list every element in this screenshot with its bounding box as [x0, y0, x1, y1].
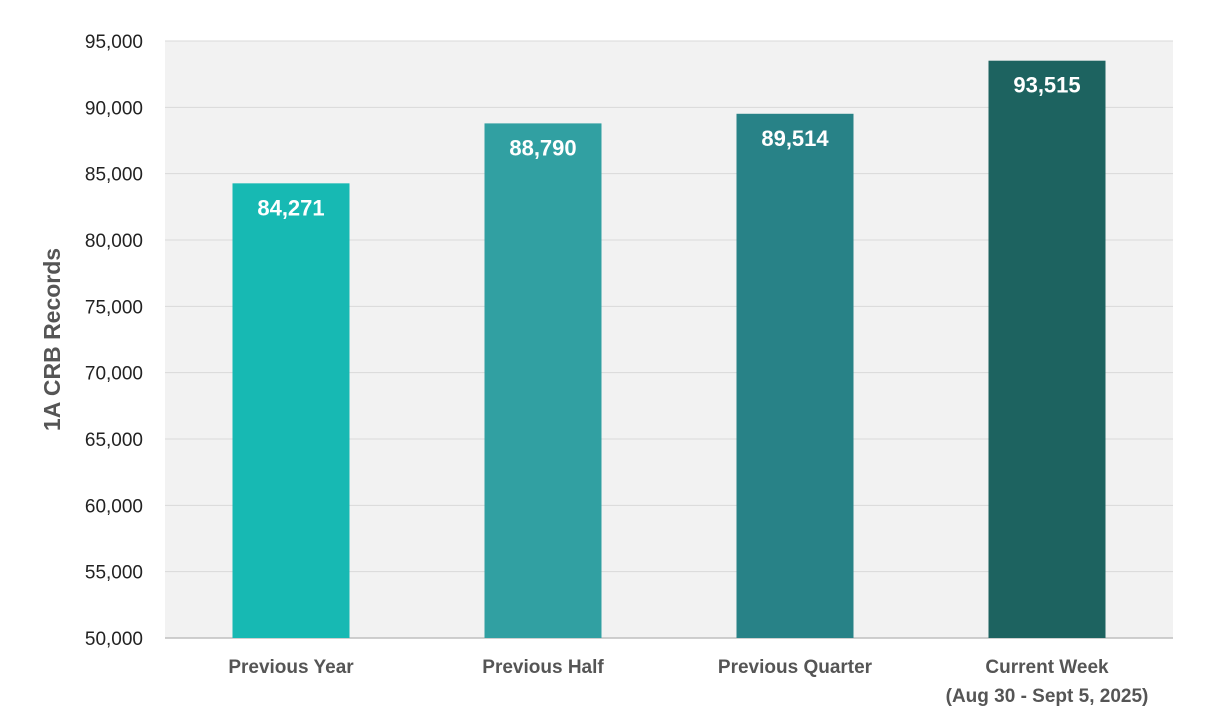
x-category-label: Previous Year — [228, 657, 354, 678]
y-tick-label: 90,000 — [85, 98, 143, 119]
bar — [232, 183, 350, 638]
bars — [232, 60, 1106, 639]
bar — [988, 60, 1106, 639]
bar-value-label: 84,271 — [257, 195, 324, 220]
bar — [484, 123, 602, 639]
x-category-label: Previous Half — [482, 657, 604, 678]
y-tick-label: 60,000 — [85, 496, 143, 517]
x-axis-categories: Previous Year Previous Half Previous Quart… — [228, 657, 1148, 707]
y-tick-label: 95,000 — [85, 32, 143, 53]
bar — [736, 113, 854, 638]
y-tick-label: 75,000 — [85, 297, 143, 318]
y-tick-label: 70,000 — [85, 364, 143, 385]
y-axis-title: 1A CRB Records — [39, 248, 65, 431]
y-tick-label: 55,000 — [85, 563, 143, 584]
y-axis-ticks: 50,000 55,000 60,000 65,000 70,000 75,000 80,0… — [85, 32, 143, 650]
bar-value-label: 88,790 — [509, 135, 576, 160]
y-tick-label: 85,000 — [85, 165, 143, 186]
x-category-label: (Aug 30 - Sept 5, 2025) — [946, 686, 1149, 707]
x-category-label: Previous Quarter — [718, 657, 873, 678]
x-category-label: Current Week — [985, 657, 1109, 678]
y-tick-label: 65,000 — [85, 430, 143, 451]
y-tick-label: 80,000 — [85, 231, 143, 252]
bar-value-label: 93,515 — [1013, 73, 1080, 98]
value-labels: 84,271 88,790 89,514 93,515 — [257, 73, 1080, 221]
y-tick-label: 50,000 — [85, 629, 143, 650]
bar-value-label: 89,514 — [761, 126, 829, 151]
